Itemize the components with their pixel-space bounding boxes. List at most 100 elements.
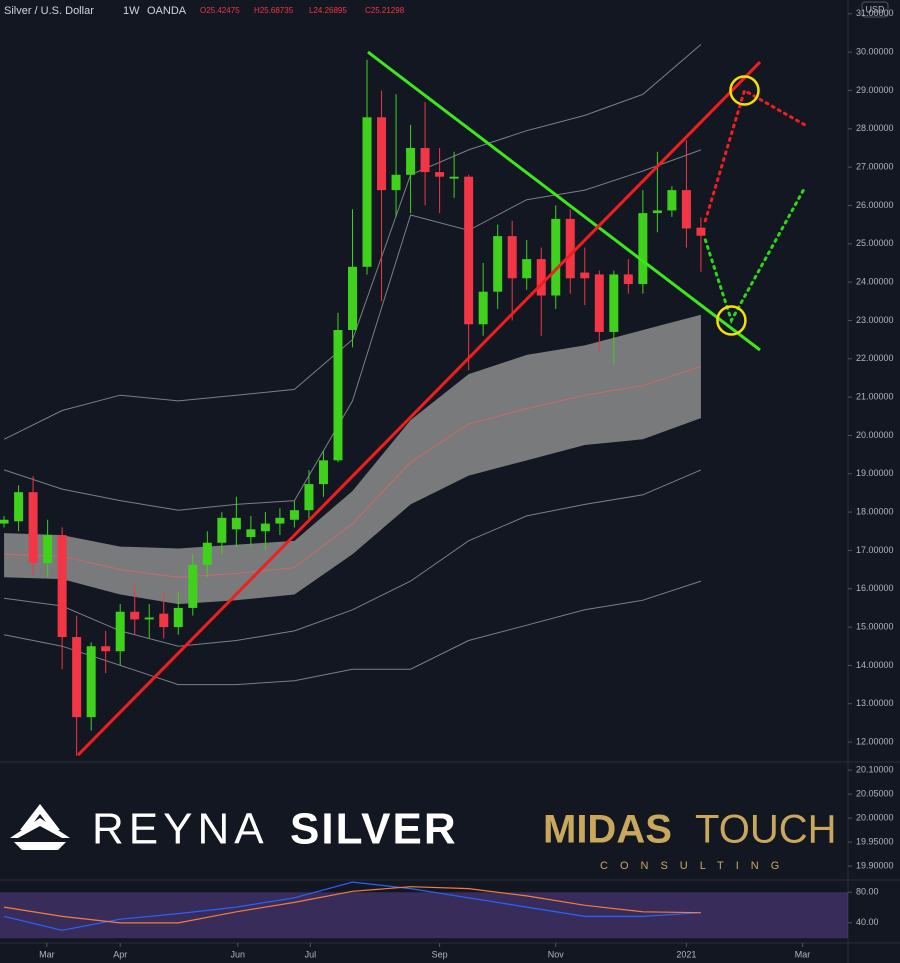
y-tick-label: 19.95000	[856, 836, 894, 846]
x-tick-label: Mar	[39, 949, 55, 959]
x-tick-label: Apr	[113, 949, 127, 959]
logo-icon	[10, 818, 70, 838]
trend-line	[76, 61, 762, 757]
y-tick-label: 20.10000	[856, 765, 894, 775]
candle-body	[333, 330, 343, 461]
oscillator-line	[3, 881, 701, 931]
candle-body	[609, 274, 619, 332]
candle-body	[580, 272, 590, 279]
reyna-logo: REYNA SILVER	[10, 804, 458, 854]
y-tick-label: 21.00000	[856, 391, 894, 401]
candle-body	[551, 218, 561, 296]
candle-body	[246, 529, 256, 538]
y-tick-label: 17.00000	[856, 545, 894, 555]
candle-body	[115, 611, 125, 652]
candle-body	[493, 236, 503, 292]
y-tick-label: 15.00000	[856, 621, 894, 631]
candle-body	[681, 190, 691, 229]
ohlc-low: L24.26895	[309, 6, 347, 15]
oscillator-line	[4, 886, 701, 924]
y-tick-label: 31.00000	[856, 8, 894, 18]
header: Silver / U.S. Dollar 1W OANDA O25.42475 …	[4, 5, 405, 17]
candle-body	[43, 535, 53, 564]
cloud-band	[4, 314, 701, 605]
y-tick-label: 20.00000	[856, 812, 894, 822]
oscillator-band	[0, 892, 848, 939]
candle-body	[449, 176, 459, 179]
candle-body	[362, 117, 372, 267]
candle-body	[159, 613, 169, 628]
x-tick-label: Nov	[548, 949, 565, 959]
y-tick-label: 16.00000	[856, 583, 894, 593]
trend-line	[367, 50, 761, 352]
source: OANDA	[147, 5, 187, 17]
y-tick-label: 19.00000	[856, 468, 894, 478]
candle-body	[101, 646, 111, 652]
candle-body	[318, 460, 328, 485]
candle-body	[536, 259, 546, 296]
candle-body	[260, 523, 270, 532]
midas-logo: MIDAS TOUCH CONSULTING	[543, 808, 836, 872]
projection-line	[703, 88, 807, 223]
candle-body	[130, 611, 140, 620]
candle-body	[57, 535, 67, 638]
candle-body	[86, 646, 96, 718]
candle-body	[638, 213, 648, 285]
logo-icon	[14, 842, 66, 850]
logo-text: TOUCH	[695, 808, 836, 852]
candle-body	[565, 218, 575, 279]
ohlc-high: H25.68735	[254, 6, 294, 15]
y-tick-label: 22.00000	[856, 353, 894, 363]
candle-body	[435, 172, 445, 177]
y-tick-label: 18.00000	[856, 506, 894, 516]
y-tick-label: 12.00000	[856, 736, 894, 746]
interval: 1W	[123, 5, 140, 17]
y-tick-label: 24.00000	[856, 276, 894, 286]
target-circle	[729, 75, 760, 106]
candle-body	[0, 519, 9, 524]
envelope-line	[4, 365, 702, 578]
y-tick-label: 27.00000	[856, 161, 894, 171]
candle-body	[696, 227, 706, 236]
candle-body	[347, 266, 357, 331]
candle-body	[14, 492, 24, 522]
candle-body	[522, 259, 532, 279]
candle-body	[202, 542, 212, 565]
x-tick-label: Sep	[432, 949, 448, 959]
y-tick-label: 25.00000	[856, 238, 894, 248]
candle-body	[667, 190, 677, 211]
ohlc-close: C25.21298	[365, 6, 405, 15]
candle-body	[478, 291, 488, 325]
projection-line	[703, 184, 807, 325]
logo-icon	[20, 804, 60, 830]
target-circle	[716, 305, 747, 336]
candle-body	[623, 274, 633, 285]
logo-text: MIDAS	[543, 808, 672, 852]
candle-body	[72, 637, 82, 718]
envelope-line	[3, 149, 702, 511]
y-tick-label: 23.00000	[856, 315, 894, 325]
candle-body	[464, 176, 474, 325]
candle-body	[28, 492, 38, 564]
candle-body	[275, 517, 285, 524]
ohlc-open: O25.42475	[200, 6, 240, 15]
y-tick-label: 14.00000	[856, 660, 894, 670]
candle-body	[173, 607, 183, 628]
logo-text: SILVER	[290, 805, 458, 854]
candle-body	[304, 484, 314, 511]
y-tick-label: 80.00	[856, 887, 879, 897]
y-tick-label: 30.00000	[856, 47, 894, 57]
currency-box[interactable]	[861, 1, 889, 18]
candle-body	[652, 210, 662, 214]
candle-body	[217, 517, 227, 543]
x-tick-label: Mar	[795, 949, 811, 959]
y-tick-label: 20.05000	[856, 789, 894, 799]
x-tick-label: Jun	[231, 949, 246, 959]
main-pane	[0, 44, 807, 757]
candle-body	[594, 274, 604, 332]
y-tick-label: 20.00000	[856, 430, 894, 440]
y-tick-label: 13.00000	[856, 698, 894, 708]
y-tick-label: 19.90000	[856, 860, 894, 870]
currency[interactable]: USD	[865, 4, 885, 14]
